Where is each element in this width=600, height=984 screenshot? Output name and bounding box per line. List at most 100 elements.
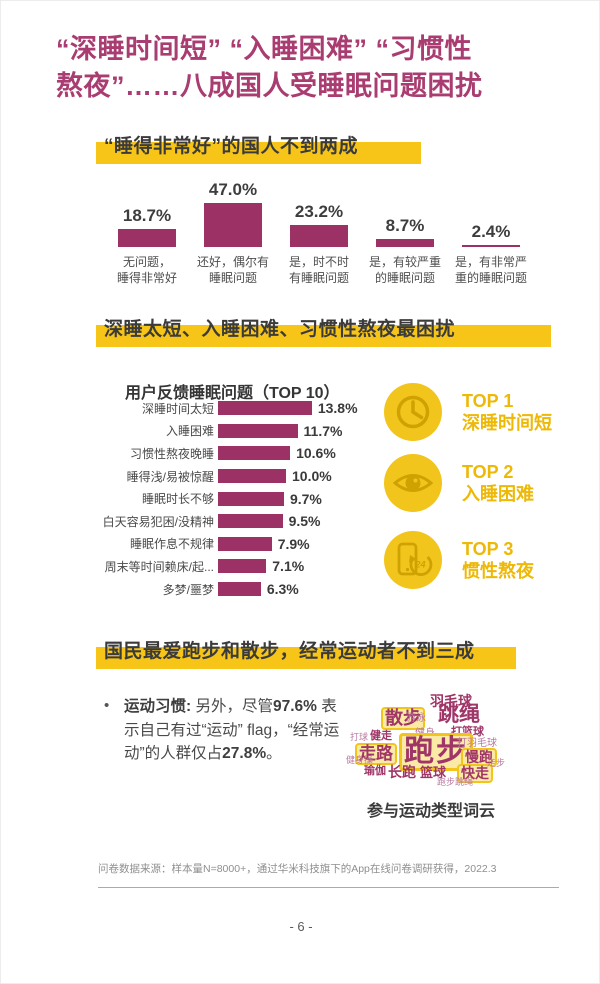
wordcloud-word: 篮球 (420, 765, 447, 780)
eye-icon (384, 454, 442, 512)
text-segment: 另外，尽管 (191, 698, 273, 715)
chart-row: 睡得浅/易被惊醒 10.0% (101, 465, 371, 488)
page-title: “深睡时间短” “入睡困难” “习惯性 熬夜”……八成国人受睡眠问题困扰 (56, 34, 483, 101)
clock-icon (384, 383, 442, 441)
bar (218, 536, 272, 551)
wordcloud-word: 健走 (370, 730, 392, 742)
chart-column: 18.7% 无问题， 睡得非常好 (104, 171, 190, 286)
bar-category-label: 还好，偶尔有 睡眠问题 (196, 255, 269, 285)
sleep-problems-chart-title: 用户反馈睡眠问题（TOP 10） (125, 385, 340, 402)
bar-value-label: 47.0% (208, 179, 258, 199)
wordcloud-word: 打篮球 (451, 726, 484, 738)
row-label: 深睡时间太短 (141, 401, 214, 416)
bar (290, 225, 348, 247)
bar-value-label: 9.7% (289, 490, 322, 507)
wordcloud-word: 快走 (457, 764, 493, 783)
top1-item: TOP 1 深睡时间短 (384, 383, 552, 441)
row-label: 周末等时间赖床/起... (104, 559, 214, 574)
top3-text: TOP 3 惯性熬夜 (462, 531, 534, 589)
bar-value-label: 2.4% (471, 221, 511, 241)
top3-label: 惯性熬夜 (462, 561, 534, 581)
row-label: 睡得浅/易被惊醒 (126, 469, 214, 484)
bar (376, 238, 434, 247)
data-source-note: 问卷数据来源：样本量N=8000+，通过华米科技旗下的App在线问卷调研获得，2… (98, 863, 497, 875)
bar (218, 446, 291, 461)
chart-column: 47.0% 还好，偶尔有 睡眠问题 (190, 171, 276, 286)
chart-column: 23.2% 是，时不时 有睡眠问题 (276, 171, 362, 286)
wordcloud-word: 打球 (350, 732, 369, 742)
bar-area: 2.4% (448, 171, 534, 247)
top1-label: 深睡时间短 (462, 413, 552, 433)
chart-row: 睡眠作息不规律 7.9% (101, 533, 371, 556)
bar-category-label: 是，有较严重 的睡眠问题 (368, 255, 441, 285)
text-segment: 运动习惯: (124, 698, 192, 715)
wordcloud-word: 瑜伽 (364, 765, 386, 777)
chart-row: 白天容易犯困/没精神 9.5% (101, 510, 371, 533)
bar-value-label: 23.2% (294, 202, 344, 222)
section-heading-text: 国民最爱跑步和散步，经常运动者不到三成 (104, 641, 475, 662)
sleep-quality-chart: 18.7% 无问题， 睡得非常好 47.0% 还好，偶尔有 睡眠问题 23.2% 是，时不… (104, 171, 536, 297)
wordcloud-word: 走路 (355, 743, 397, 765)
bar-value-label: 8.7% (385, 215, 425, 235)
bar-value-label: 9.5% (288, 513, 321, 530)
highlight-bar (96, 142, 421, 164)
bar-value-label: 10.0% (292, 468, 332, 485)
bar (204, 202, 262, 247)
row-label: 多梦/噩梦 (162, 582, 214, 597)
svg-text:24: 24 (414, 560, 425, 570)
text-segment: 97.6% (272, 698, 317, 715)
bar-category-label: 无问题， 睡得非常好 (116, 255, 177, 285)
bar-area: 18.7% (104, 171, 190, 247)
row-label: 入睡困难 (165, 424, 214, 439)
bar-value-label: 11.7% (303, 422, 343, 439)
wordcloud-caption: 参与运动类型词云 (367, 803, 496, 820)
bar-value-label: 18.7% (122, 206, 172, 226)
wordcloud-word: 跳绳 (438, 703, 480, 726)
text-segment: 27.8% (222, 745, 267, 762)
chart-row: 入睡困难 11.7% (101, 420, 371, 443)
bar-category-label: 是，时不时 有睡眠问题 (288, 255, 349, 285)
text-segment: 表示自己有过“运动” flag，“经常运动”的人群仅占 (124, 698, 340, 762)
bar-value-label: 7.1% (272, 558, 305, 575)
exercise-habit-text: 运动习惯: 另外，尽管97.6% 表示自己有过“运动” flag，“经常运动”的… (124, 695, 342, 766)
top1-rank: TOP 1 (462, 391, 514, 411)
bar-category-label: 是，有非常严 重的睡眠问题 (454, 255, 527, 285)
bar-value-label: 13.8% (317, 400, 358, 417)
bar (218, 401, 312, 416)
bar (218, 423, 298, 438)
wordcloud-word: 游泳 (406, 713, 426, 724)
chart-row: 习惯性熬夜晚睡 10.6% (101, 442, 371, 465)
footer-divider (98, 887, 559, 888)
bar (118, 229, 176, 247)
row-label: 白天容易犯困/没精神 (102, 514, 214, 529)
bar-area: 23.2% (276, 171, 362, 247)
top2-label: 入睡困难 (462, 484, 534, 504)
bar-area: 8.7% (362, 171, 448, 247)
top2-text: TOP 2 入睡困难 (462, 454, 534, 512)
bar-area: 47.0% (190, 171, 276, 247)
page-number: - 6 - (289, 919, 313, 934)
bar (462, 244, 520, 247)
wordcloud-word: 打羽毛球 (457, 738, 497, 749)
top2-rank: TOP 2 (462, 462, 514, 482)
chart-row: 周末等时间赖床/起... 7.1% (101, 555, 371, 578)
section-heading-top-problems: 深睡太短、入睡困难、习惯性熬夜最困扰 (96, 314, 551, 348)
bar-value-label: 10.6% (296, 445, 336, 462)
section-heading-text: 深睡太短、入睡困难、习惯性熬夜最困扰 (104, 319, 456, 340)
bullet-marker: • (104, 697, 110, 714)
row-label: 睡眠作息不规律 (129, 537, 214, 552)
wordcloud-word: 走步 (487, 758, 506, 768)
wordcloud-word: 跑步跳绳 (437, 777, 474, 787)
section-heading-exercise: 国民最爱跑步和散步，经常运动者不到三成 (96, 636, 516, 670)
highlight-bar (96, 647, 516, 669)
bar (218, 582, 261, 597)
row-label: 睡眠时长不够 (141, 492, 214, 507)
highlight-bar (96, 325, 551, 347)
exercise-wordcloud: 羽毛球跳绳散步游泳健走打球健身打篮球跑步走路打羽毛球慢跑健身操瑜伽长跑篮球快走走… (344, 681, 559, 816)
text-segment: 。 (266, 745, 282, 762)
section-heading-text: “睡得非常好”的国人不到两成 (104, 136, 359, 157)
top2-item: TOP 2 入睡困难 (384, 454, 534, 512)
wordcloud-word: 长跑 (388, 764, 416, 780)
bar (218, 491, 284, 506)
